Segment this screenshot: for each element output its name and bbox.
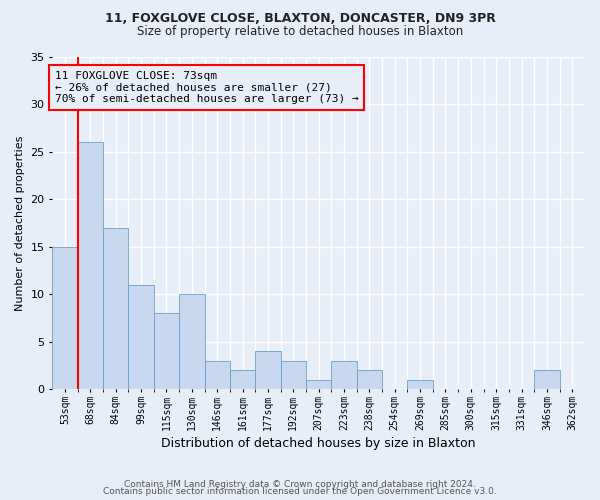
Text: Contains public sector information licensed under the Open Government Licence v3: Contains public sector information licen…	[103, 488, 497, 496]
Text: Contains HM Land Registry data © Crown copyright and database right 2024.: Contains HM Land Registry data © Crown c…	[124, 480, 476, 489]
X-axis label: Distribution of detached houses by size in Blaxton: Distribution of detached houses by size …	[161, 437, 476, 450]
Bar	[52, 246, 77, 389]
Text: 11 FOXGLOVE CLOSE: 73sqm
← 26% of detached houses are smaller (27)
70% of semi-d: 11 FOXGLOVE CLOSE: 73sqm ← 26% of detach…	[55, 71, 359, 104]
Bar	[281, 360, 306, 389]
Bar	[407, 380, 433, 389]
Bar	[306, 380, 331, 389]
Bar	[128, 284, 154, 389]
Bar	[534, 370, 560, 389]
Bar	[103, 228, 128, 389]
Text: Size of property relative to detached houses in Blaxton: Size of property relative to detached ho…	[137, 25, 463, 38]
Bar	[205, 360, 230, 389]
Text: 11, FOXGLOVE CLOSE, BLAXTON, DONCASTER, DN9 3PR: 11, FOXGLOVE CLOSE, BLAXTON, DONCASTER, …	[104, 12, 496, 26]
Bar	[255, 351, 281, 389]
Y-axis label: Number of detached properties: Number of detached properties	[15, 135, 25, 310]
Bar	[179, 294, 205, 389]
Bar	[77, 142, 103, 389]
Bar	[154, 313, 179, 389]
Bar	[331, 360, 357, 389]
Bar	[357, 370, 382, 389]
Bar	[230, 370, 255, 389]
